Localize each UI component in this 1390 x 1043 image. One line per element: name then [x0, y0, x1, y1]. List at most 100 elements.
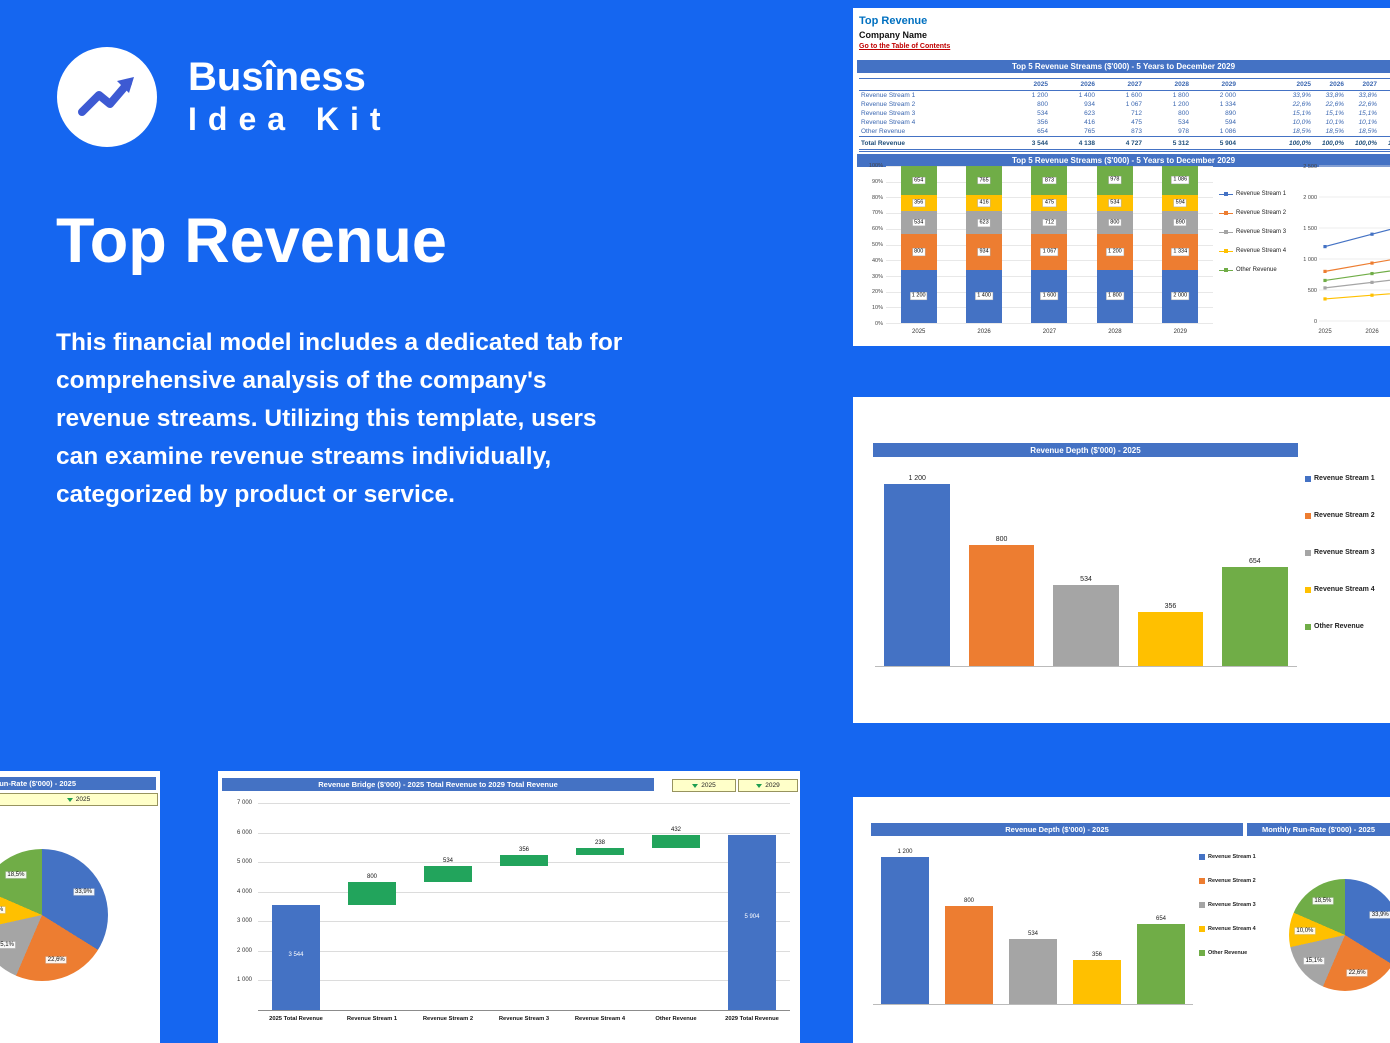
bridge-year-to-selector[interactable]: 2029 — [738, 779, 798, 792]
stacked-bar-chart: 100% 90% 80% 70% 60% 50% 40% 30% 20% 10% 0% 654 356 5… — [859, 163, 1215, 338]
square-marker-icon — [1199, 878, 1205, 884]
line-marker-icon — [1219, 249, 1233, 253]
bar-column: 765 416 623 934 1 400 — [966, 166, 1003, 323]
legend-item: Other Revenue — [1219, 267, 1307, 273]
pct-cell: 33,8% — [1358, 92, 1377, 99]
run-rate-header: Monthly Run-Rate ($'000) - 2025 — [1247, 823, 1390, 836]
pct-cell: 18,4% — [1377, 128, 1390, 135]
line-marker-icon — [1219, 230, 1233, 234]
run-rate-header: Monthly Run-Rate ($'000) - 2025 — [0, 777, 156, 790]
stacked-segment: 934 — [966, 234, 1003, 270]
segment-value-label: 534 — [912, 219, 925, 227]
value-cell: 416 — [1084, 119, 1095, 126]
segment-value-label: 475 — [1043, 199, 1056, 207]
pct-cell: 100,0% — [1354, 139, 1377, 147]
plot-area: 1 200 800 534 356 654 — [873, 845, 1193, 1005]
legend-label: Other Revenue — [1208, 950, 1248, 956]
segment-value-label: 594 — [1174, 199, 1187, 207]
svg-text:2 000: 2 000 — [1303, 195, 1317, 201]
segment-value-label: 1 200 — [1106, 248, 1124, 256]
bar — [968, 544, 1035, 666]
square-marker-icon — [1305, 623, 1311, 630]
dropdown-arrow-icon — [66, 797, 73, 802]
chart-legend: Revenue Stream 1 Revenue Stream 2 Revenue … — [1199, 854, 1279, 956]
run-rate-pie-chart: 33,9% 22,6% 15,1% 10,0% 18,5% — [1289, 879, 1390, 991]
bar — [944, 906, 994, 1004]
x-tick-label: 2025 — [912, 329, 926, 335]
plot-area: 1 200 800 534 356 654 — [875, 469, 1297, 667]
total-bar: 5 904 — [727, 835, 777, 1010]
table-row: Other Revenue 654 765 873 978 1 086 18,5% 18,5%… — [859, 127, 1390, 136]
gridline — [258, 891, 790, 893]
bar-column: 873 475 712 1 067 1 600 — [1031, 166, 1068, 323]
bar-value-label: 534 — [442, 857, 453, 864]
segment-value-label: 1 067 — [1041, 248, 1058, 256]
bar — [884, 484, 951, 666]
legend-item: Revenue Stream 3 — [1199, 902, 1279, 908]
increment-bar — [575, 848, 625, 856]
row-label: Revenue Stream 3 — [861, 110, 916, 117]
increment-bar — [499, 855, 549, 866]
stacked-segment: 800 — [900, 234, 937, 270]
segment-value-label: 978 — [1108, 177, 1121, 184]
value-cell: 1 334 — [1219, 101, 1236, 108]
x-tick-label: 2026 — [977, 329, 991, 335]
stacked-segment: 594 — [1162, 194, 1199, 211]
legend-item: Revenue Stream 3 — [1219, 229, 1307, 235]
stacked-segment: 475 — [1031, 195, 1068, 211]
legend-item: Revenue Stream 2 — [1219, 210, 1307, 216]
bar-value-label: 432 — [670, 827, 681, 834]
y-tick-label: 4 000 — [236, 888, 252, 895]
row-label: Other Revenue — [861, 128, 906, 135]
value-cell: 934 — [1084, 101, 1095, 108]
legend-item: Revenue Stream 2 — [1305, 512, 1389, 519]
bridge-chart-header: Revenue Bridge ($'000) - 2025 Total Reve… — [222, 778, 654, 791]
stacked-segment: 873 — [1031, 166, 1068, 196]
segment-value-label: 934 — [977, 248, 991, 256]
pie-slice-label: 15,1% — [1303, 957, 1324, 964]
x-tick-label: 2028 — [1108, 329, 1122, 335]
pie — [1289, 879, 1390, 991]
trend-arrow-icon — [57, 47, 157, 147]
bar-value-label: 356 — [518, 847, 529, 854]
legend-label: Other Revenue — [1314, 623, 1364, 630]
year-cell: 2027 — [1127, 81, 1142, 88]
legend-item: Other Revenue — [1305, 623, 1389, 630]
stacked-segment: 534 — [1096, 194, 1133, 211]
pie-slice-label: 33,9% — [73, 888, 94, 895]
total-bar: 3 544 — [271, 905, 321, 1010]
bar-slot: 654 — [1133, 845, 1189, 1004]
toc-link[interactable]: Go to the Table of Contents — [859, 43, 951, 50]
stacked-segment: 356 — [900, 194, 937, 211]
brand-logo — [54, 44, 160, 150]
chart-legend: Revenue Stream 1 Revenue Stream 2 Revenue … — [1305, 475, 1389, 630]
stacked-segment: 765 — [966, 166, 1003, 196]
revenue-depth-panel: Revenue Depth ($'000) - 2025 1 200 800 534… — [853, 397, 1390, 723]
legend-item: Revenue Stream 4 — [1305, 586, 1389, 593]
bar-column: 654 356 534 800 1 200 — [900, 166, 937, 323]
depth-chart-header: Revenue Depth ($'000) - 2025 — [871, 823, 1243, 836]
y-tick-label: 3 000 — [236, 918, 252, 925]
pie-slice-label: 18,5% — [1312, 898, 1333, 905]
plot-area: 654 356 534 800 1 200 765 416 623 934 1 400 873 475… — [886, 166, 1213, 324]
bridge-year-from-selector[interactable]: 2025 — [672, 779, 736, 792]
y-tick-label: 0% — [875, 320, 883, 327]
square-marker-icon — [1305, 475, 1311, 482]
stacked-segment: 1 400 — [966, 269, 1003, 323]
stacked-segment: 1 086 — [1162, 166, 1199, 195]
legend-label: Revenue Stream 2 — [1314, 512, 1375, 519]
bar-column: 978 534 800 1 200 1 800 — [1096, 166, 1133, 323]
stacked-segment: 1 200 — [1096, 234, 1133, 270]
bar-slot: 800 — [963, 469, 1039, 666]
x-tick-label: Revenue Stream 2 — [422, 1016, 474, 1022]
bar — [1072, 960, 1122, 1004]
pie-slice-label: 22,6% — [1347, 970, 1368, 977]
segment-value-label: 890 — [1174, 219, 1187, 226]
x-tick-label: Revenue Stream 3 — [498, 1016, 550, 1022]
year-selector[interactable]: 2025 — [0, 793, 158, 806]
chart-legend: Revenue Stream 1 Revenue Stream 2 Revenue … — [1219, 191, 1307, 273]
segment-value-label: 873 — [1043, 177, 1056, 184]
x-tick-label: 2029 Total Revenue — [725, 1016, 779, 1022]
company-name: Company Name — [859, 30, 928, 40]
